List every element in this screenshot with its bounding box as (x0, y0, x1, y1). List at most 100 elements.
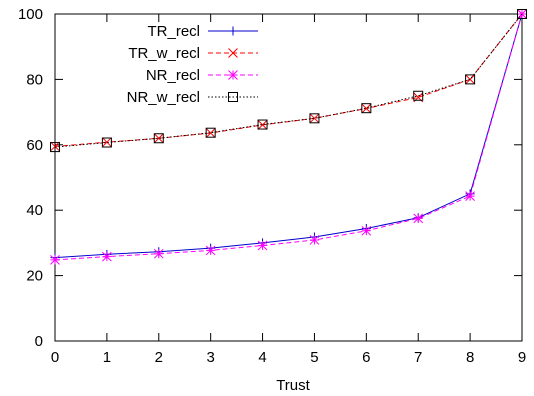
data-point (153, 133, 164, 144)
legend-marker (228, 26, 238, 36)
marker-square (257, 119, 268, 130)
marker-cross (153, 133, 164, 144)
legend-label: TR_recl (147, 23, 200, 40)
marker-cross (228, 48, 238, 58)
data-point (361, 103, 372, 114)
data-point (257, 240, 268, 251)
data-point (102, 137, 112, 148)
x-tick-label: 5 (310, 349, 318, 366)
data-point (361, 103, 372, 114)
legend: TR_recl TR_w_recl NR_recl NR_w_recl (127, 23, 258, 106)
legend-entry: NR_recl (146, 67, 258, 84)
legend-label: TR_w_recl (128, 45, 200, 62)
marker-star (50, 255, 60, 265)
marker-cross (257, 119, 268, 130)
marker-square (228, 92, 238, 102)
marker-square (50, 142, 60, 153)
data-point (361, 225, 372, 236)
x-tick-label: 6 (362, 349, 370, 366)
data-point (465, 191, 475, 201)
marker-star (361, 225, 372, 236)
marker-square (309, 113, 320, 124)
marker-square (413, 90, 424, 101)
data-point (309, 113, 320, 124)
data-point (309, 235, 320, 245)
marker-square (465, 74, 476, 85)
marker-star (153, 248, 164, 259)
y-tick-label: 100 (18, 6, 43, 23)
x-tick-label: 2 (155, 349, 163, 366)
legend-entry: TR_w_recl (128, 45, 258, 62)
data-point (309, 113, 320, 124)
marker-cross (102, 137, 112, 148)
marker-star (257, 240, 268, 251)
y-tick-label: 40 (26, 202, 43, 219)
data-point (153, 248, 164, 259)
x-axis-label: Trust (276, 377, 310, 394)
x-tick-label: 4 (258, 349, 266, 366)
data-point (205, 128, 216, 138)
marker-square (361, 103, 372, 114)
data-point (257, 119, 268, 130)
marker-square (517, 9, 527, 19)
legend-label: NR_w_recl (127, 89, 200, 106)
y-tick-label: 0 (35, 333, 43, 350)
x-tick-label: 0 (51, 349, 59, 366)
x-tick-label: 9 (518, 349, 526, 366)
marker-star (205, 245, 216, 256)
legend-label: NR_recl (146, 67, 200, 84)
legend-marker (228, 92, 238, 102)
data-point (205, 127, 216, 138)
legend-entry: TR_recl (147, 23, 258, 40)
legend-marker (228, 48, 238, 58)
marker-square (153, 133, 164, 144)
marker-square (101, 137, 112, 148)
marker-cross (50, 141, 60, 152)
series-line (54, 13, 523, 147)
data-point (50, 142, 60, 153)
data-point (153, 133, 164, 144)
series-layer (50, 9, 527, 265)
plot-frame (54, 13, 523, 342)
x-tick-label: 3 (206, 349, 214, 366)
marker-cross (361, 103, 372, 114)
data-point (517, 9, 527, 19)
legend-entry: NR_w_recl (127, 89, 258, 106)
marker-star (465, 191, 475, 201)
marker-plus (228, 26, 238, 36)
marker-cross (205, 128, 216, 138)
marker-cross (465, 74, 475, 85)
series-line (54, 13, 523, 261)
data-point (205, 245, 216, 256)
x-tick-label: 7 (414, 349, 422, 366)
data-point (413, 213, 424, 224)
x-tick-label: 8 (466, 349, 474, 366)
data-point (50, 255, 60, 265)
axes: 0 1 2 3 4 5 6 7 8 9 0 20 40 60 80 100 (18, 6, 526, 366)
y-tick-label: 80 (26, 71, 43, 88)
data-point (50, 141, 60, 152)
series-TR_recl (50, 9, 527, 263)
data-point (101, 137, 112, 148)
marker-star (102, 251, 112, 262)
series-line (54, 13, 523, 259)
marker-star (309, 235, 320, 245)
marker-star (413, 213, 424, 224)
series-TR_w_recl (50, 9, 527, 152)
series-NR_w_recl (50, 9, 527, 153)
y-tick-label: 60 (26, 137, 43, 154)
data-point (465, 74, 476, 85)
marker-cross (309, 113, 320, 124)
series-line (54, 13, 523, 148)
data-point (413, 90, 424, 101)
data-point (102, 251, 112, 262)
marker-star (228, 70, 238, 80)
y-tick-label: 20 (26, 268, 43, 285)
series-NR_recl (50, 9, 527, 265)
marker-square (205, 127, 216, 138)
data-point (465, 74, 475, 85)
data-point (257, 119, 268, 130)
x-tick-label: 1 (103, 349, 111, 366)
legend-marker (228, 70, 238, 80)
